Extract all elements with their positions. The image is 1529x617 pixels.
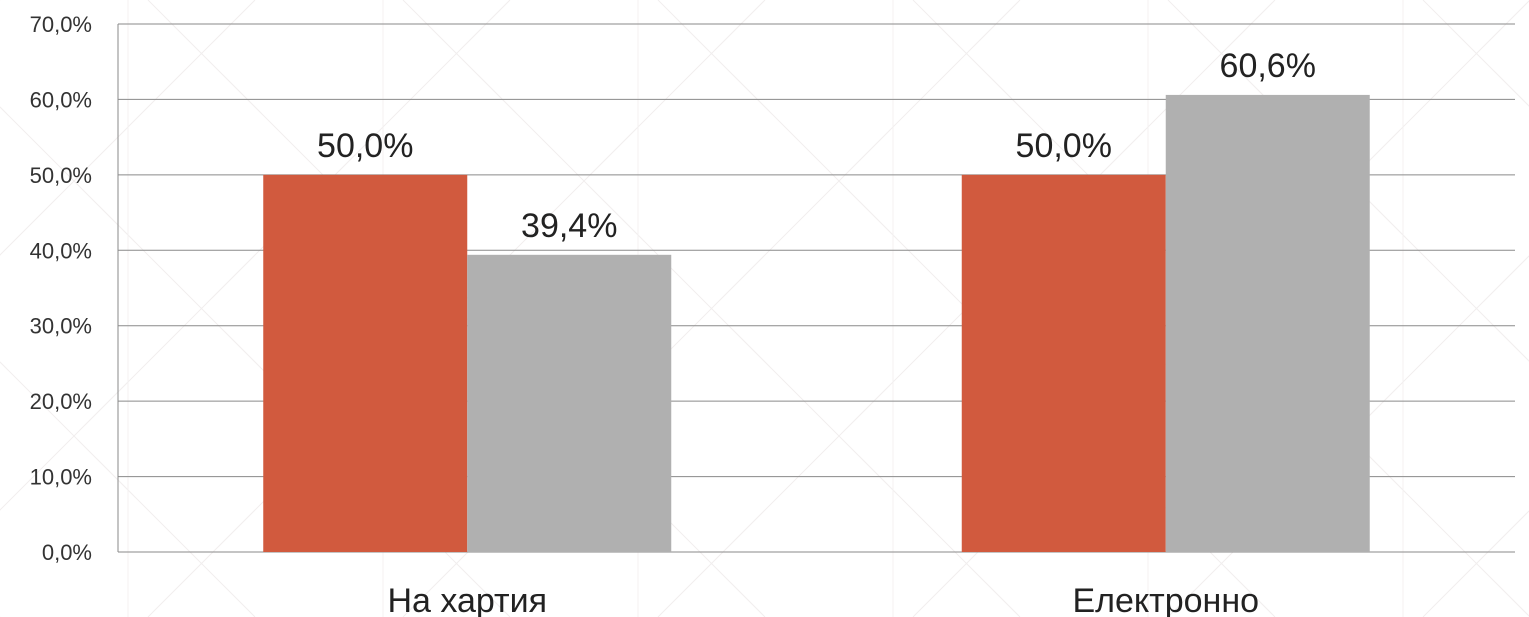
bar: [961, 174, 1166, 552]
y-tick-label: 60,0%: [30, 87, 92, 112]
y-tick-label: 20,0%: [30, 389, 92, 414]
pattern-line: [0, 0, 511, 511]
y-tick-label: 70,0%: [30, 12, 92, 37]
pattern-line: [0, 361, 256, 617]
data-label: 50,0%: [1016, 127, 1112, 165]
bar: [1165, 94, 1370, 552]
data-label: 39,4%: [521, 207, 617, 245]
y-tick-label: 50,0%: [30, 163, 92, 188]
y-tick-label: 10,0%: [30, 465, 92, 490]
x-category-label: На хартия: [387, 582, 547, 617]
y-tick-label: 0,0%: [42, 540, 92, 565]
x-category-label: Електронно: [1072, 582, 1259, 617]
data-label: 60,6%: [1220, 47, 1316, 85]
pattern-line: [0, 0, 256, 256]
data-label: 50,0%: [317, 127, 413, 165]
y-tick-label: 30,0%: [30, 314, 92, 339]
y-tick-label: 40,0%: [30, 238, 92, 263]
pattern-line: [1422, 0, 1529, 107]
labels: 0,0% 10,0% 20,0% 30,0% 40,0% 50,0% 60,0% 70,0% 5…: [30, 12, 1316, 617]
bar: [263, 174, 468, 552]
pattern-line: [1422, 510, 1529, 617]
bar: [467, 254, 672, 552]
bars: [263, 94, 1370, 552]
